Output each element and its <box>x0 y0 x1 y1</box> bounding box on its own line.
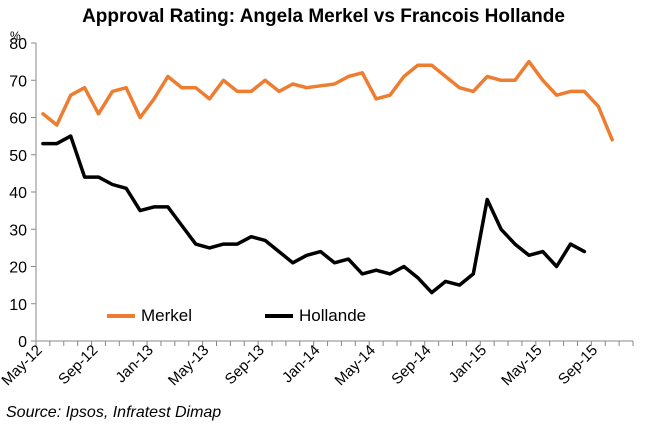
y-tick-label: 60 <box>9 111 27 128</box>
legend-label-merkel: Merkel <box>141 306 193 325</box>
y-tick-label: 40 <box>9 185 27 202</box>
series-lines <box>41 59 614 295</box>
x-axis-ticks: May-12 Sep-12 Jan-13 May-13 Sep-13 Jan-14 May-… <box>0 341 634 389</box>
y-tick-label: 10 <box>9 297 27 314</box>
x-tick-label: Sep-12 <box>55 342 101 388</box>
x-tick-label: Sep-13 <box>222 342 268 388</box>
x-tick-label: May-13 <box>165 342 212 389</box>
x-tick-label: Jan-13 <box>112 342 156 386</box>
series-line-hollande <box>41 134 587 295</box>
y-unit-label: % <box>10 29 21 43</box>
source-note: Source: Ipsos, Infratest Dimap <box>6 404 222 421</box>
legend-item-merkel: Merkel <box>107 306 192 326</box>
chart-title: Approval Rating: Angela Merkel vs Franco… <box>82 6 565 27</box>
y-tick-label: 70 <box>9 73 27 90</box>
x-tick-label: Sep-15 <box>555 342 601 388</box>
x-tick-label: Jan-15 <box>446 342 490 386</box>
y-tick-label: 80 <box>9 36 27 53</box>
x-tick-label: Sep-14 <box>388 342 434 388</box>
y-tick-label: 20 <box>9 260 27 277</box>
series-line-merkel <box>41 59 614 142</box>
y-axis-ticks: 0 10 20 30 40 50 60 70 80 <box>9 36 36 351</box>
x-tick-label: May-14 <box>332 342 379 389</box>
x-tick-label: Jan-14 <box>279 342 323 386</box>
legend-item-hollande: Hollande <box>265 306 366 326</box>
y-tick-label: 50 <box>9 148 27 165</box>
legend-swatch-hollande <box>265 314 293 318</box>
x-tick-label: May-15 <box>498 342 545 389</box>
legend-label-hollande: Hollande <box>299 306 367 325</box>
y-tick-label: 30 <box>9 222 27 239</box>
legend-swatch-merkel <box>107 314 135 318</box>
y-tick-label: 0 <box>18 334 27 351</box>
